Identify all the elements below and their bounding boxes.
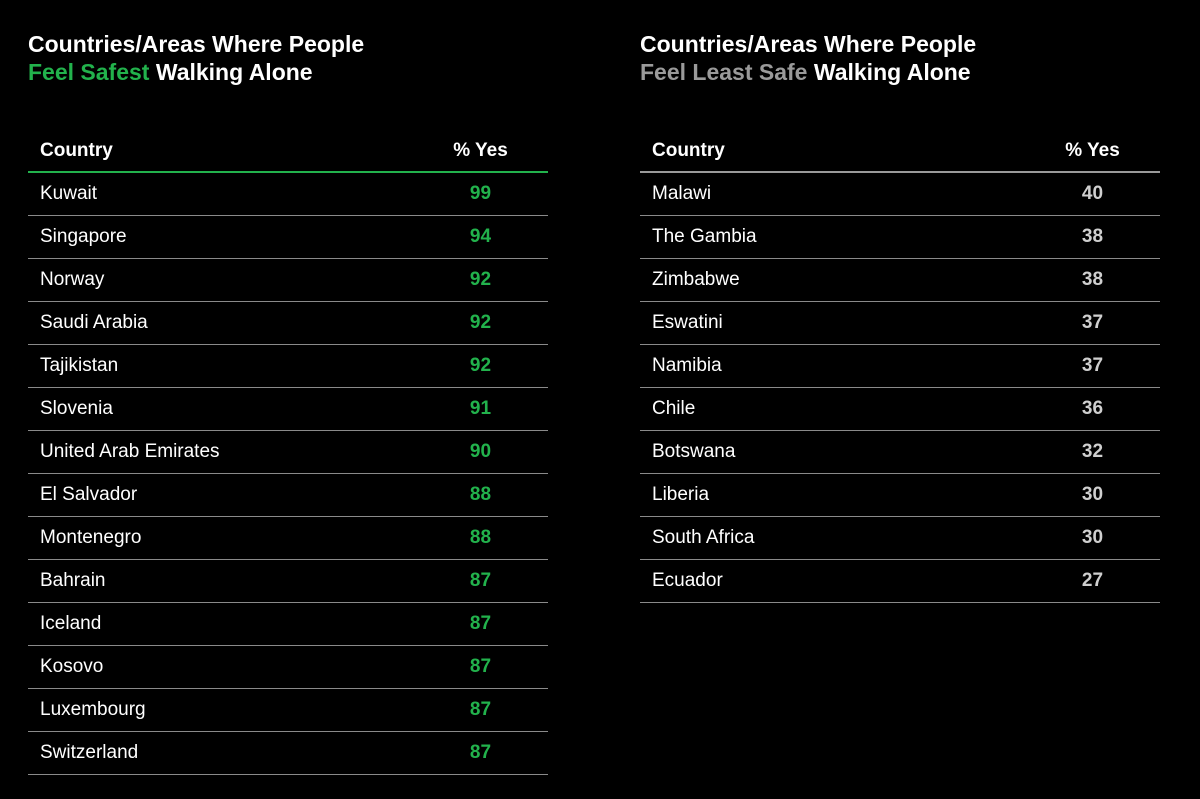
safest-table-row: Montenegro 88	[28, 516, 548, 560]
least-safe-country-cell: Zimbabwe	[640, 258, 1025, 302]
least-safe-country-cell: Liberia	[640, 473, 1025, 517]
safest-country-cell: Kosovo	[28, 645, 413, 689]
least-safe-country-cell: South Africa	[640, 516, 1025, 560]
least-safe-country-cell: Ecuador	[640, 559, 1025, 603]
least-safe-value-cell: 38	[1025, 258, 1160, 302]
least-safe-value-cell: 37	[1025, 301, 1160, 345]
least-safe-title-highlight: Feel Least Safe	[640, 59, 808, 85]
least-safe-country-cell: Eswatini	[640, 301, 1025, 345]
least-safe-value-cell: 30	[1025, 473, 1160, 517]
least-safe-country-cell: Botswana	[640, 430, 1025, 474]
safest-country-cell: Saudi Arabia	[28, 301, 413, 345]
safest-title-line1: Countries/Areas Where People	[28, 31, 365, 57]
safest-table-row: Iceland 87	[28, 602, 548, 646]
safest-country-cell: Norway	[28, 258, 413, 302]
safest-country-cell: Singapore	[28, 215, 413, 259]
least-safe-value-cell: 30	[1025, 516, 1160, 560]
safest-table-body: Kuwait 99 Singapore 94 Norway 92 Saudi Arabia 9…	[28, 172, 548, 775]
safest-value-cell: 94	[413, 215, 548, 259]
least-safe-table-body: Malawi 40 The Gambia 38 Zimbabwe 38 Eswatini 37…	[640, 172, 1160, 603]
least-safe-value-cell: 37	[1025, 344, 1160, 388]
safest-table-row: Tajikistan 92	[28, 344, 548, 388]
safest-table-row: El Salvador 88	[28, 473, 548, 517]
least-safe-value-cell: 40	[1025, 172, 1160, 216]
safest-table-row: Kosovo 87	[28, 645, 548, 689]
least-safe-country-cell: Namibia	[640, 344, 1025, 388]
safest-value-cell: 87	[413, 602, 548, 646]
safest-country-cell: Switzerland	[28, 731, 413, 775]
safest-table-row: Singapore 94	[28, 215, 548, 259]
safest-table-row: United Arab Emirates 90	[28, 430, 548, 474]
least-safe-table-row: South Africa 30	[640, 516, 1160, 560]
safest-table-row: Luxembourg 87	[28, 688, 548, 732]
least-safe-table-row: Botswana 32	[640, 430, 1160, 474]
safest-value-cell: 87	[413, 731, 548, 775]
safest-title: Countries/Areas Where People Feel Safest…	[28, 30, 568, 86]
least-safe-table-row: The Gambia 38	[640, 215, 1160, 259]
least-safe-value-cell: 36	[1025, 387, 1160, 431]
safest-table-row: Slovenia 91	[28, 387, 548, 431]
safest-country-cell: Slovenia	[28, 387, 413, 431]
least-safe-title-rest: Walking Alone	[807, 59, 971, 85]
safest-country-cell: Kuwait	[28, 172, 413, 216]
least-safe-table-row: Zimbabwe 38	[640, 258, 1160, 302]
safest-country-cell: United Arab Emirates	[28, 430, 413, 474]
safest-table-row: Kuwait 99	[28, 172, 548, 216]
least-safe-header-row: Country % Yes	[640, 131, 1160, 173]
safest-value-cell: 92	[413, 301, 548, 345]
safest-country-cell: Bahrain	[28, 559, 413, 603]
safest-country-cell: Iceland	[28, 602, 413, 646]
safest-country-cell: Tajikistan	[28, 344, 413, 388]
least-safe-table-row: Namibia 37	[640, 344, 1160, 388]
safest-value-cell: 87	[413, 645, 548, 689]
least-safe-value-cell: 27	[1025, 559, 1160, 603]
safest-value-cell: 92	[413, 344, 548, 388]
safest-table: Country % Yes Kuwait 99 Singapore 94 Norway 9…	[28, 131, 548, 775]
safest-value-cell: 92	[413, 258, 548, 302]
least-safe-table-row: Chile 36	[640, 387, 1160, 431]
least-safe-table-row: Eswatini 37	[640, 301, 1160, 345]
safest-table-row: Saudi Arabia 92	[28, 301, 548, 345]
safest-title-rest: Walking Alone	[149, 59, 313, 85]
safest-country-cell: Luxembourg	[28, 688, 413, 732]
safest-title-highlight: Feel Safest	[28, 59, 150, 85]
safest-table-row: Norway 92	[28, 258, 548, 302]
safest-table-row: Bahrain 87	[28, 559, 548, 603]
least-safe-value-cell: 32	[1025, 430, 1160, 474]
safest-value-cell: 87	[413, 688, 548, 732]
safest-value-header: % Yes	[413, 131, 548, 173]
safest-country-cell: Montenegro	[28, 516, 413, 560]
safest-value-cell: 99	[413, 172, 548, 216]
safest-title-line2: Feel Safest Walking Alone	[28, 58, 568, 86]
least-safe-title-line2: Feel Least Safe Walking Alone	[640, 58, 1180, 86]
least-safe-table: Country % Yes Malawi 40 The Gambia 38 Zimbab…	[640, 131, 1160, 603]
safest-country-cell: El Salvador	[28, 473, 413, 517]
least-safe-country-cell: Malawi	[640, 172, 1025, 216]
safest-value-cell: 87	[413, 559, 548, 603]
safest-header-row: Country % Yes	[28, 131, 548, 173]
least-safe-country-header: Country	[640, 131, 1025, 173]
safest-table-row: Switzerland 87	[28, 731, 548, 775]
safest-value-cell: 91	[413, 387, 548, 431]
least-safe-country-cell: The Gambia	[640, 215, 1025, 259]
least-safe-table-row: Liberia 30	[640, 473, 1160, 517]
least-safe-table-row: Ecuador 27	[640, 559, 1160, 603]
safest-value-cell: 90	[413, 430, 548, 474]
least-safe-value-header: % Yes	[1025, 131, 1160, 173]
safest-country-header: Country	[28, 131, 413, 173]
safest-value-cell: 88	[413, 516, 548, 560]
least-safe-title-line1: Countries/Areas Where People	[640, 31, 977, 57]
safest-value-cell: 88	[413, 473, 548, 517]
least-safe-title: Countries/Areas Where People Feel Least …	[640, 30, 1180, 86]
least-safe-value-cell: 38	[1025, 215, 1160, 259]
least-safe-table-row: Malawi 40	[640, 172, 1160, 216]
least-safe-country-cell: Chile	[640, 387, 1025, 431]
